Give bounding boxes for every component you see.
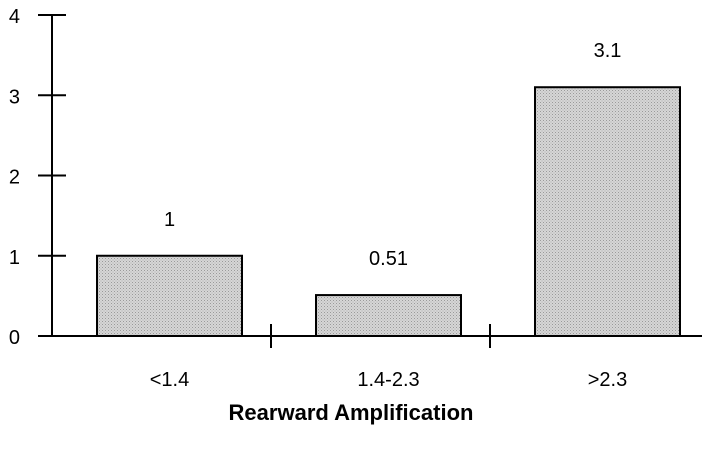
bar: [96, 254, 243, 337]
data-label: 0.51: [369, 248, 408, 270]
y-tick-label: 1: [9, 247, 20, 269]
x-tick-label: <1.4: [150, 369, 189, 391]
x-axis-title: Rearward Amplification: [229, 400, 474, 425]
y-tick-label: 2: [9, 167, 20, 189]
x-tick-label: 1.4-2.3: [357, 369, 419, 391]
axes-group: 0 1 2 3 4 <1.4 1.4-2.3 >2.3: [9, 6, 702, 391]
data-labels-group: 1 0.51 3.1: [164, 40, 621, 270]
y-tick-label: 3: [9, 86, 20, 108]
bars-group: [96, 86, 681, 338]
data-label: 1: [164, 209, 175, 231]
bar: [315, 294, 462, 338]
y-tick-label: 4: [9, 6, 20, 28]
y-tick-label: 0: [9, 327, 20, 349]
data-label: 3.1: [594, 40, 622, 62]
bar: [534, 86, 681, 337]
x-tick-label: >2.3: [588, 369, 627, 391]
